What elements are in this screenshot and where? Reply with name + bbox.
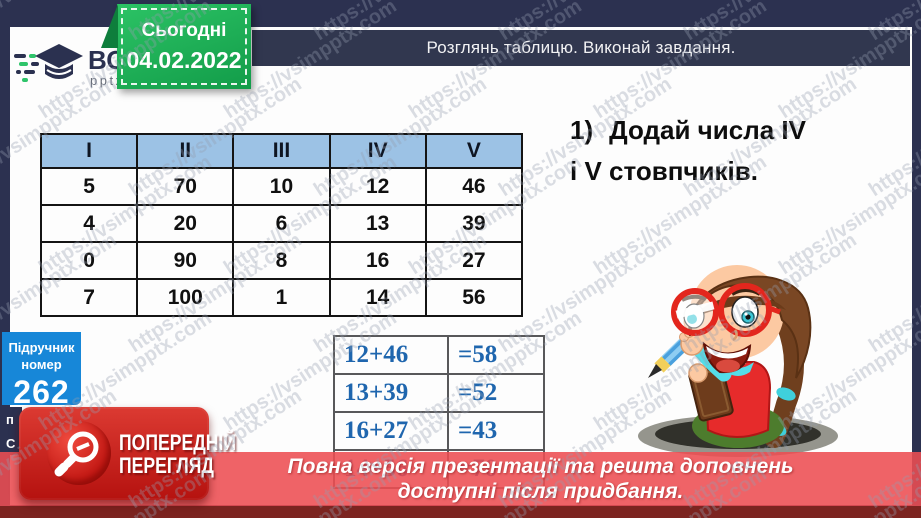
graduation-cap-icon [13, 40, 85, 93]
bottom-strip [0, 506, 921, 518]
column-header: II [136, 133, 235, 169]
main-table-body: 5 70 10 12 46 4 20 6 13 39 0 90 8 16 27 7 100 1 14 56 [39, 167, 524, 317]
textbook-label-1: Підручник [8, 340, 75, 355]
table-row: 5 70 10 12 46 [39, 167, 524, 206]
table-cell: 13+39 [333, 373, 449, 413]
table-row: 16+27 =43 [333, 411, 545, 451]
table-cell: 90 [136, 241, 235, 280]
ribbon-fold [101, 4, 118, 48]
date-badge-label: Сьогодні [141, 19, 227, 41]
table-cell: 20 [136, 204, 235, 243]
table-cell: 100 [136, 278, 235, 317]
table-cell: 10 [232, 167, 331, 206]
table-cell: 1 [232, 278, 331, 317]
slide-title: Розглянь таблицю. Виконай завдання. [426, 38, 736, 57]
logo-subtitle: pptx [90, 72, 125, 88]
table-cell: 70 [136, 167, 235, 206]
table-cell: 0 [39, 241, 139, 280]
task-line-2: і V стовпчиків. [570, 156, 758, 186]
table-cell: 16+27 [333, 411, 449, 451]
table-cell: 8 [232, 241, 331, 280]
textbook-label-2: номер [21, 357, 62, 372]
table-cell: =58 [447, 335, 545, 375]
column-header: V [424, 133, 524, 169]
date-badge: Сьогодні 04.02.2022 [101, 4, 251, 89]
table-cell: =52 [447, 373, 545, 413]
table-row: 13+39 =52 [333, 373, 545, 413]
student-character-illustration [618, 246, 853, 463]
table-row: 4 20 6 13 39 [39, 204, 524, 243]
table-row: 12+46 =58 [333, 335, 545, 375]
column-header: I [39, 133, 139, 169]
table-cell: 27 [424, 241, 524, 280]
purchase-notice-line-2: доступні після придбання. [397, 480, 684, 503]
task-line-1: 1) Додай числа IV [570, 115, 806, 145]
preview-badge-text: ПОПЕРЕДНІЙ ПЕРЕГЛЯД [119, 430, 236, 478]
main-table-header-row: I II III IV V [39, 133, 524, 169]
table-cell: 46 [424, 167, 524, 206]
table-cell: 13 [328, 204, 427, 243]
table-cell: 56 [424, 278, 524, 317]
purchase-notice-line-1: Повна версія презентації та решта доповн… [287, 455, 794, 478]
task-text: 1) Додай числа IV і V стовпчиків. [570, 110, 910, 192]
hidden-menu-fragment: п С [0, 407, 22, 455]
preview-badge[interactable]: ПОПЕРЕДНІЙ ПЕРЕГЛЯД [19, 407, 236, 500]
table-cell: 4 [39, 204, 139, 243]
task-number: 1) [570, 115, 594, 145]
table-cell: 7 [39, 278, 139, 317]
table-cell: 14 [328, 278, 427, 317]
textbook-number: 262 [13, 374, 70, 410]
column-header: IV [328, 133, 427, 169]
table-cell: 6 [232, 204, 331, 243]
table-cell: 16 [328, 241, 427, 280]
slide-title-bar: Розглянь таблицю. Виконай завдання. [252, 30, 910, 66]
table-cell: 12 [328, 167, 427, 206]
textbook-number-badge: Підручник номер 262 [2, 332, 81, 410]
table-row: 7 100 1 14 56 [39, 278, 524, 317]
table-cell: 12+46 [333, 335, 449, 375]
magnifier-icon [47, 421, 111, 485]
table-cell: =43 [447, 411, 545, 451]
date-badge-value: 04.02.2022 [126, 46, 242, 73]
column-header: III [232, 133, 331, 169]
main-table: I II III IV V 5 70 10 12 46 4 20 6 13 39 0 90 8 16 27 7 100 1… [39, 133, 524, 317]
table-row: 0 90 8 16 27 [39, 241, 524, 280]
table-cell: 39 [424, 204, 524, 243]
table-cell: 5 [39, 167, 139, 206]
